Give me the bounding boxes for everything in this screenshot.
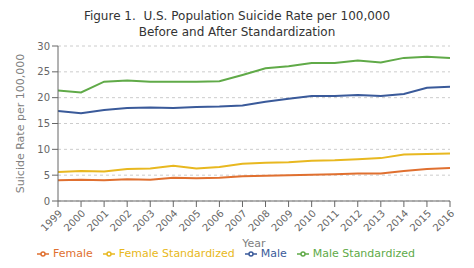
svg-text:2005: 2005	[177, 208, 203, 234]
svg-text:30: 30	[37, 42, 50, 52]
html-text:Male: Male	[260, 247, 287, 260]
svg-text:2014: 2014	[385, 208, 411, 234]
svg-text:0: 0	[44, 196, 50, 207]
html-text:Male Standardized: Male Standardized	[312, 247, 415, 260]
svg-text:25: 25	[37, 66, 50, 77]
svg-text:10: 10	[37, 144, 50, 155]
svg-text:2000: 2000	[62, 208, 88, 234]
svg-text:15: 15	[37, 118, 50, 129]
svg-text:2004: 2004	[154, 208, 180, 234]
svg-text:5: 5	[44, 170, 50, 181]
svg-text:2008: 2008	[246, 208, 272, 234]
html-text:Female Standardized: Female Standardized	[118, 247, 235, 260]
svg-text:2006: 2006	[200, 208, 226, 234]
svg-text:2012: 2012	[338, 208, 364, 234]
svg-text:2013: 2013	[361, 208, 387, 234]
svg-text:Suicide Rate per 100,000: Suicide Rate per 100,000	[14, 54, 27, 193]
svg-text:1999: 1999	[39, 208, 65, 234]
svg-text:Year: Year	[241, 237, 266, 250]
svg-text:2001: 2001	[85, 208, 111, 234]
svg-text:2015: 2015	[408, 208, 434, 234]
svg-text:2003: 2003	[131, 208, 157, 234]
html-text:Female: Female	[53, 247, 93, 260]
svg-text:2010: 2010	[292, 208, 318, 234]
html-text:Before and After Standardizati: Before and After Standardization	[138, 25, 336, 39]
svg-text:20: 20	[37, 92, 50, 103]
svg-text:2002: 2002	[108, 208, 134, 234]
svg-text:2016: 2016	[431, 208, 457, 234]
html-text:Figure 1. U.S. Population Suic: Figure 1. U.S. Population Suicide Rate p…	[83, 9, 391, 23]
svg-text:2011: 2011	[315, 208, 341, 234]
svg-text:2009: 2009	[269, 208, 295, 234]
svg-text:2007: 2007	[223, 208, 249, 234]
